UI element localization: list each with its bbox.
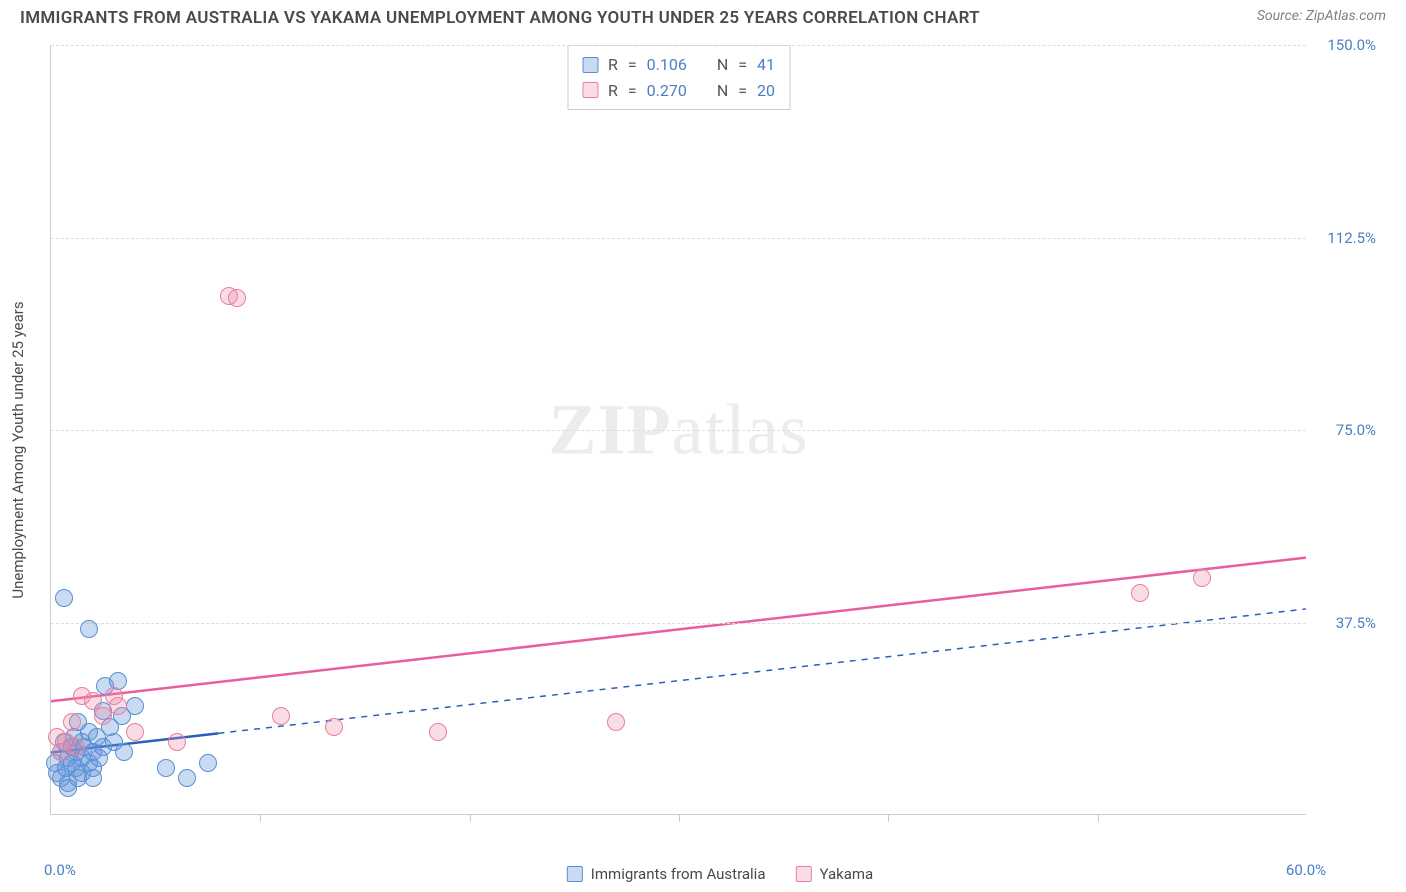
legend-swatch-a (567, 866, 583, 882)
data-point (157, 759, 175, 777)
r-value-b: 0.270 (647, 78, 687, 104)
data-point (67, 738, 85, 756)
legend-item-b: Yakama (795, 865, 873, 883)
data-point (55, 589, 73, 607)
chart-header: IMMIGRANTS FROM AUSTRALIA VS YAKAMA UNEM… (0, 0, 1406, 28)
data-point (272, 707, 290, 725)
x-tick (260, 814, 261, 822)
x-axis-min-label: 0.0% (44, 861, 76, 879)
y-tick-label: 150.0% (1316, 36, 1376, 54)
chart-container: Unemployment Among Youth under 25 years … (50, 45, 1390, 855)
data-point (178, 769, 196, 787)
stats-legend-box: R = 0.106 N = 41 R = 0.270 N = 20 (567, 45, 790, 110)
n-label-a: N (717, 52, 728, 78)
legend-label-b: Yakama (819, 865, 873, 883)
data-point (80, 620, 98, 638)
data-point (1193, 569, 1211, 587)
n-value-a: 41 (757, 52, 775, 78)
source-value: ZipAtlas.com (1306, 8, 1386, 24)
data-point (607, 713, 625, 731)
y-tick-label: 112.5% (1316, 229, 1376, 247)
chart-title: IMMIGRANTS FROM AUSTRALIA VS YAKAMA UNEM… (20, 8, 980, 28)
r-equals-a: = (628, 52, 637, 78)
n-label-b: N (717, 78, 728, 104)
bottom-legend: Immigrants from Australia Yakama (567, 865, 873, 883)
plot-area: ZIPatlas R = 0.106 N = 41 R = 0.270 N (50, 45, 1306, 815)
r-label-b: R (608, 78, 618, 104)
source-label: Source: (1257, 8, 1306, 24)
swatch-series-b (582, 82, 598, 98)
watermark-bold: ZIP (549, 389, 672, 469)
stats-row-series-b: R = 0.270 N = 20 (582, 78, 775, 104)
data-point (168, 733, 186, 751)
legend-swatch-b (795, 866, 811, 882)
data-point (126, 697, 144, 715)
data-point (325, 718, 343, 736)
r-value-a: 0.106 (647, 52, 687, 78)
stats-row-series-a: R = 0.106 N = 41 (582, 52, 775, 78)
grid-line (51, 45, 1306, 46)
legend-label-a: Immigrants from Australia (591, 865, 766, 883)
x-tick (1098, 814, 1099, 822)
x-tick (470, 814, 471, 822)
swatch-series-a (582, 57, 598, 73)
grid-line (51, 430, 1306, 431)
data-point (228, 289, 246, 307)
legend-item-a: Immigrants from Australia (567, 865, 766, 883)
n-equals-a: = (738, 52, 747, 78)
data-point (1131, 584, 1149, 602)
watermark-light: atlas (672, 389, 809, 469)
y-tick-label: 75.0% (1316, 421, 1376, 439)
y-tick-label: 37.5% (1316, 614, 1376, 632)
data-point (126, 723, 144, 741)
x-axis-max-label: 60.0% (1286, 861, 1326, 879)
grid-line (51, 238, 1306, 239)
r-label-a: R (608, 52, 618, 78)
y-axis-title: Unemployment Among Youth under 25 years (9, 301, 27, 598)
n-value-b: 20 (757, 78, 775, 104)
x-tick (679, 814, 680, 822)
data-point (109, 697, 127, 715)
grid-line (51, 623, 1306, 624)
n-equals-b: = (738, 78, 747, 104)
data-point (115, 743, 133, 761)
data-point (429, 723, 447, 741)
data-point (63, 713, 81, 731)
source-attribution: Source: ZipAtlas.com (1257, 8, 1386, 24)
r-equals-b: = (628, 78, 637, 104)
x-tick (888, 814, 889, 822)
data-point (199, 754, 217, 772)
data-point (84, 769, 102, 787)
